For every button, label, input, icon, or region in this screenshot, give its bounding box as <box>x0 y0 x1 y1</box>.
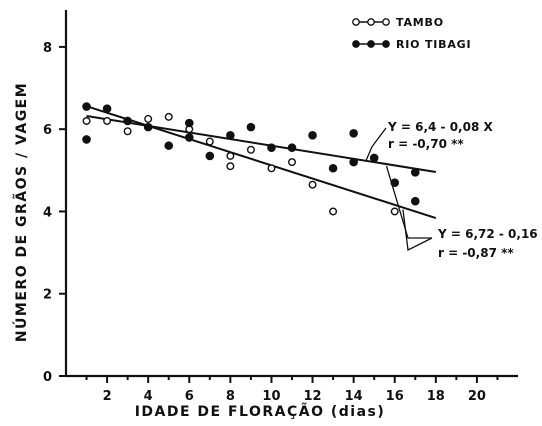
legend-marker <box>352 40 360 48</box>
legend-marker <box>382 18 390 26</box>
data-point-rio-tibagi <box>267 143 276 152</box>
annotation-r-rio-tibagi: r = -0,70 ** <box>388 137 464 151</box>
legend-marker <box>367 18 375 26</box>
data-point-tambo <box>288 158 297 167</box>
y-ticks: 0 2 4 6 8 <box>43 41 66 385</box>
data-point-rio-tibagi <box>328 163 338 173</box>
x-ticks: 2 4 6 8 10 12 14 16 18 20 <box>85 376 499 404</box>
x-tick-label: 6 <box>185 389 194 404</box>
x-axis-title: IDADE DE FLORAÇÃO (dias) <box>135 403 386 420</box>
annotation-equation-rio-tibagi: Y = 6,4 - 0,08 X <box>387 120 493 134</box>
data-point-rio-tibagi <box>308 131 317 140</box>
regression-lines <box>86 105 437 219</box>
legend-swatch-open-circle <box>352 18 390 26</box>
leader-line-to-tambo <box>402 209 433 251</box>
leader-line-to-tibagi <box>385 165 432 239</box>
data-point-rio-tibagi <box>410 168 420 177</box>
x-tick-label: 18 <box>427 389 445 404</box>
data-point-tambo <box>226 162 235 171</box>
annotation-leader-lines <box>365 127 433 251</box>
legend-item-tambo: TAMBO <box>352 16 444 29</box>
regression-line-tambo <box>86 105 437 219</box>
data-point-rio-tibagi <box>82 102 91 111</box>
data-point-rio-tibagi <box>82 135 91 144</box>
data-point-rio-tibagi <box>287 143 297 152</box>
data-point-rio-tibagi <box>184 118 194 128</box>
legend: TAMBO RIO TIBAGI <box>352 16 471 51</box>
data-point-tambo <box>226 151 235 160</box>
data-point-rio-tibagi <box>102 104 112 113</box>
x-tick-label: 8 <box>226 389 235 404</box>
data-point-tambo <box>390 207 399 216</box>
legend-marker <box>352 18 360 26</box>
x-tick-label: 2 <box>103 389 112 404</box>
data-point-tambo <box>308 180 317 189</box>
data-point-rio-tibagi <box>349 128 358 138</box>
legend-marker <box>367 40 375 48</box>
data-point-tambo <box>82 116 91 125</box>
legend-label-rio-tibagi: RIO TIBAGI <box>396 38 471 51</box>
legend-item-rio-tibagi: RIO TIBAGI <box>352 38 471 51</box>
y-axis-title: NÚMERO DE GRÃOS / VAGEM <box>12 82 30 342</box>
data-point-rio-tibagi <box>164 141 174 150</box>
annotation-equation-tambo: Y = 6,72 - 0,16 X <box>437 227 542 241</box>
annotation-r-tambo: r = -0,87 ** <box>438 246 514 260</box>
x-tick-label: 4 <box>144 389 153 404</box>
y-tick-label: 6 <box>43 123 52 138</box>
x-tick-label: 14 <box>345 389 363 404</box>
legend-marker <box>382 40 390 48</box>
x-tick-label: 12 <box>303 389 321 404</box>
data-points <box>82 102 420 216</box>
data-point-rio-tibagi <box>410 196 420 206</box>
data-point-tambo <box>164 112 173 121</box>
data-point-rio-tibagi <box>349 157 358 167</box>
data-point-rio-tibagi <box>246 122 256 132</box>
y-tick-label: 8 <box>43 41 52 56</box>
regression-line-rio-tibagi <box>86 115 436 173</box>
x-tick-label: 10 <box>262 389 280 404</box>
data-point-rio-tibagi <box>205 151 215 161</box>
data-point-rio-tibagi <box>226 131 235 140</box>
data-point-tambo <box>103 116 112 125</box>
x-tick-label: 16 <box>386 389 404 404</box>
y-tick-label: 0 <box>43 370 52 385</box>
legend-swatch-filled-circle <box>352 40 390 48</box>
regression-annotations: Y = 6,4 - 0,08 X r = -0,70 ** Y = 6,72 -… <box>365 120 542 260</box>
data-point-rio-tibagi <box>369 153 379 163</box>
data-point-rio-tibagi <box>184 133 194 142</box>
y-tick-label: 2 <box>43 288 52 303</box>
data-point-rio-tibagi <box>123 116 132 126</box>
data-point-tambo <box>123 127 132 136</box>
data-point-rio-tibagi <box>143 122 153 132</box>
data-point-tambo <box>246 145 255 154</box>
x-tick-label: 20 <box>468 389 486 404</box>
legend-label-tambo: TAMBO <box>396 16 444 29</box>
data-point-tambo <box>329 207 338 216</box>
data-point-tambo <box>144 114 153 123</box>
data-point-tambo <box>267 164 276 173</box>
data-point-tambo <box>205 137 214 146</box>
y-tick-label: 4 <box>43 205 52 220</box>
leader-line-rio-tibagi <box>365 127 387 162</box>
axes <box>64 10 518 378</box>
